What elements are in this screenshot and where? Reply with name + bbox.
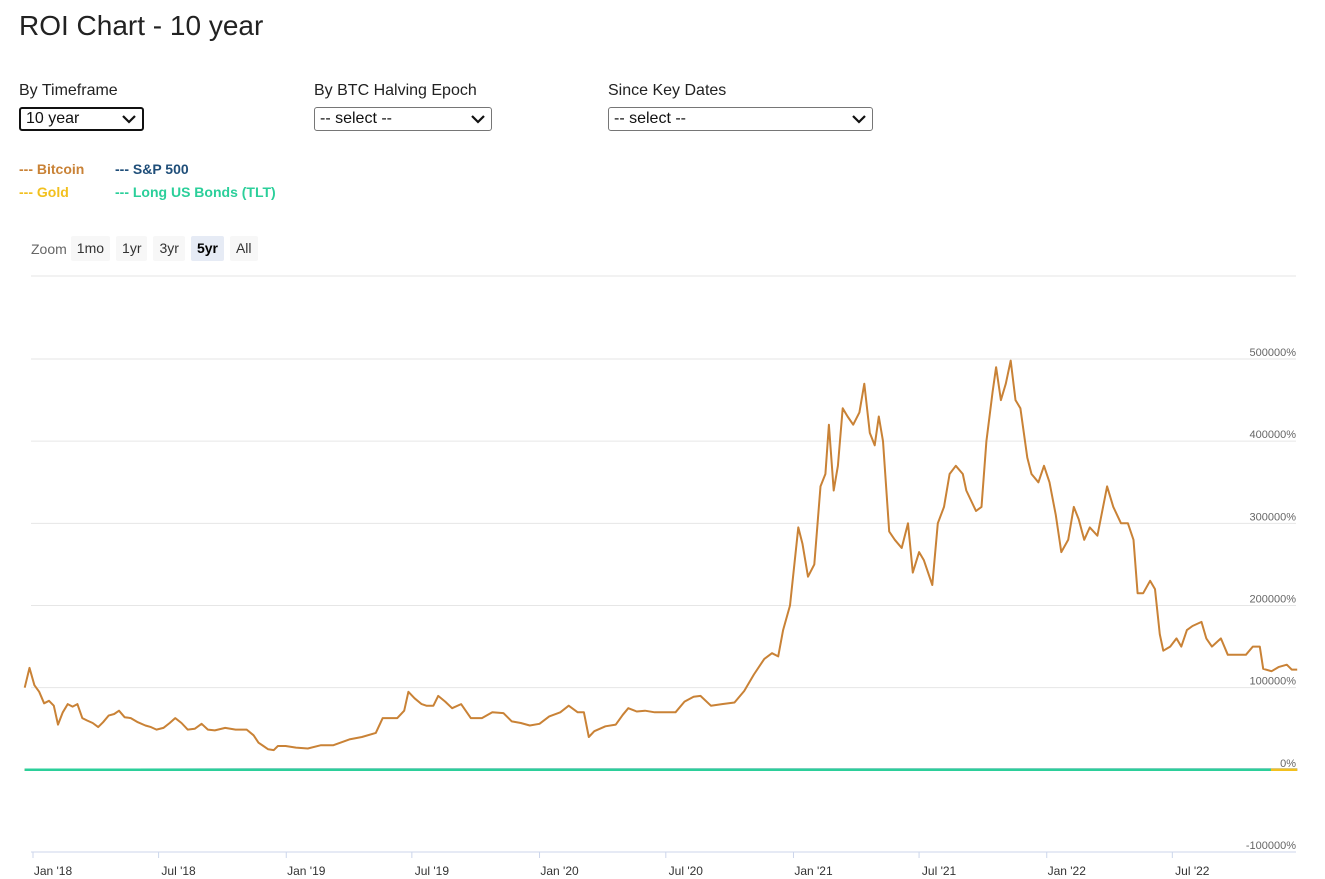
halving-epoch-filter: By BTC Halving Epoch -- select -- (314, 82, 492, 131)
legend-item-sp500[interactable]: --- S&P 500 (115, 161, 189, 177)
y-tick-label: 100000% (1250, 676, 1297, 688)
y-tick-label: 400000% (1250, 429, 1297, 441)
x-tick-label: Jul '18 (161, 864, 196, 878)
halving-epoch-label: By BTC Halving Epoch (314, 82, 477, 99)
chart-gridlines (31, 358, 1296, 771)
x-tick-label: Jan '22 (1048, 864, 1087, 878)
zoom-3yr-button[interactable]: 3yr (153, 236, 185, 261)
zoom-1mo-button[interactable]: 1mo (70, 236, 111, 261)
zoom-label: Zoom (31, 240, 67, 257)
chevron-down-icon (852, 114, 866, 124)
x-axis: Jan '18 Jul '18 Jan '19 Jul '19 Jan '20 Jul '… (31, 851, 1296, 878)
x-tick-label: Jan '20 (540, 864, 579, 878)
x-tick-label: Jul '20 (669, 864, 704, 878)
halving-epoch-select[interactable]: -- select -- (314, 107, 492, 131)
timeframe-label: By Timeframe (19, 82, 118, 99)
legend-item-bitcoin[interactable]: --- Bitcoin (19, 161, 85, 177)
key-dates-select[interactable]: -- select -- (608, 107, 873, 131)
halving-epoch-select-value: -- select -- (320, 110, 392, 127)
x-tick-label: Jan '21 (794, 864, 833, 878)
key-dates-label: Since Key Dates (608, 82, 727, 99)
timeframe-select-value: 10 year (26, 110, 80, 127)
y-tick-label: 300000% (1250, 511, 1297, 523)
y-tick-label: -100000% (1246, 840, 1296, 852)
zoom-controls: Zoom 1mo 1yr 3yr 5yr All (31, 236, 264, 261)
timeframe-filter: By Timeframe 10 year (19, 82, 144, 131)
x-tick-label: Jul '21 (922, 864, 957, 878)
y-tick-label: 200000% (1250, 594, 1297, 606)
y-tick-label: 0% (1280, 758, 1296, 770)
key-dates-select-value: -- select -- (614, 110, 686, 127)
y-axis-ticks: 500000% 400000% 300000% 200000% 100000% 0% -10… (1246, 347, 1296, 852)
y-tick-label: 500000% (1250, 347, 1297, 359)
x-tick-label: Jul '19 (415, 864, 450, 878)
key-dates-filter: Since Key Dates -- select -- (608, 82, 873, 131)
x-tick-label: Jul '22 (1175, 864, 1210, 878)
legend-item-tlt[interactable]: --- Long US Bonds (TLT) (115, 184, 276, 200)
zoom-1yr-button[interactable]: 1yr (116, 236, 148, 261)
chevron-down-icon (122, 114, 136, 124)
timeframe-select[interactable]: 10 year (19, 107, 144, 131)
zoom-5yr-button[interactable]: 5yr (190, 236, 224, 261)
x-tick-label: Jan '19 (287, 864, 326, 878)
x-tick-label: Jan '18 (34, 864, 73, 878)
chart-series (23, 359, 1298, 772)
series-line-bitcoin (23, 359, 1298, 752)
chevron-down-icon (471, 114, 485, 124)
legend-item-gold[interactable]: --- Gold (19, 184, 69, 200)
zoom-all-button[interactable]: All (229, 236, 258, 261)
page-title: ROI Chart - 10 year (19, 10, 264, 41)
